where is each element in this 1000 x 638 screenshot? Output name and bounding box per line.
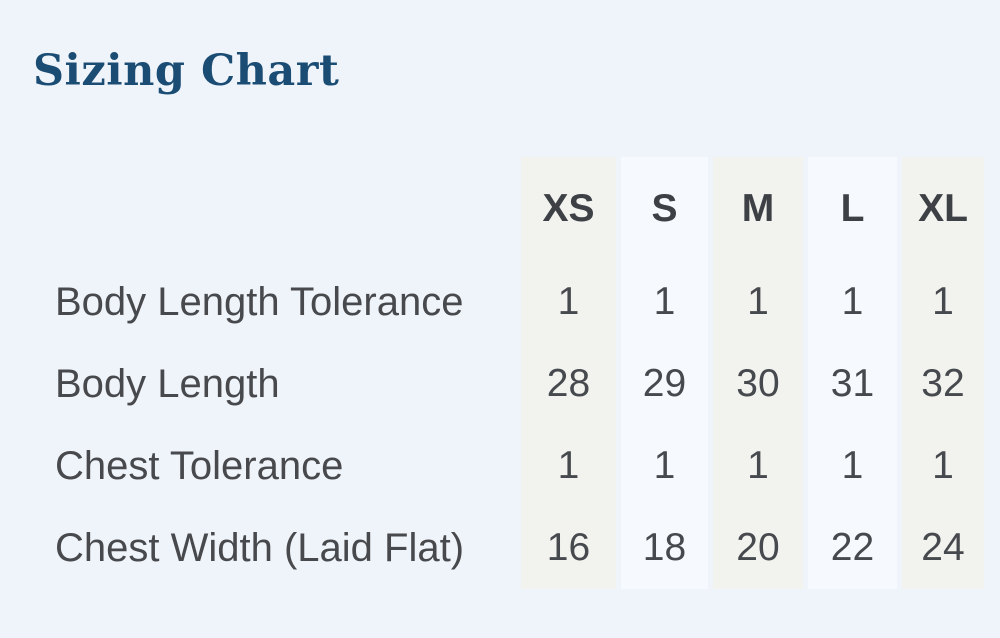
size-value-cell: 16 — [521, 507, 616, 589]
size-value-cell: 1 — [902, 261, 984, 343]
size-value-cell: 1 — [621, 261, 708, 343]
size-value-cell: 28 — [521, 343, 616, 425]
size-value-cell: 20 — [713, 507, 803, 589]
size-value-cell: 1 — [808, 261, 897, 343]
size-value-cell: 1 — [521, 425, 616, 507]
row-label: Chest Width (Laid Flat) — [55, 525, 465, 570]
page-title: Sizing Chart — [33, 46, 340, 96]
corner-spacer — [55, 157, 516, 261]
size-value-cell: 32 — [902, 343, 984, 425]
row-label: Body Length Tolerance — [55, 279, 464, 324]
size-value-cell: 22 — [808, 507, 897, 589]
column-header-m: M — [713, 157, 803, 261]
size-value-cell: 30 — [713, 343, 803, 425]
size-value-cell: 24 — [902, 507, 984, 589]
size-value-cell: 1 — [808, 425, 897, 507]
column-header-l: L — [808, 157, 897, 261]
sizing-table: XS S M L XL Body Length Tolerance 1 1 1 1 1 Body Le… — [55, 157, 984, 589]
size-value-cell: 1 — [713, 425, 803, 507]
row-label: Chest Tolerance — [55, 443, 344, 488]
size-value-cell: 29 — [621, 343, 708, 425]
size-value-cell: 1 — [902, 425, 984, 507]
size-value-cell: 31 — [808, 343, 897, 425]
size-value-cell: 1 — [621, 425, 708, 507]
size-value-cell: 18 — [621, 507, 708, 589]
column-header-s: S — [621, 157, 708, 261]
size-value-cell: 1 — [521, 261, 616, 343]
size-value-cell: 1 — [713, 261, 803, 343]
column-header-xs: XS — [521, 157, 616, 261]
column-header-xl: XL — [902, 157, 984, 261]
row-label: Body Length — [55, 361, 280, 406]
